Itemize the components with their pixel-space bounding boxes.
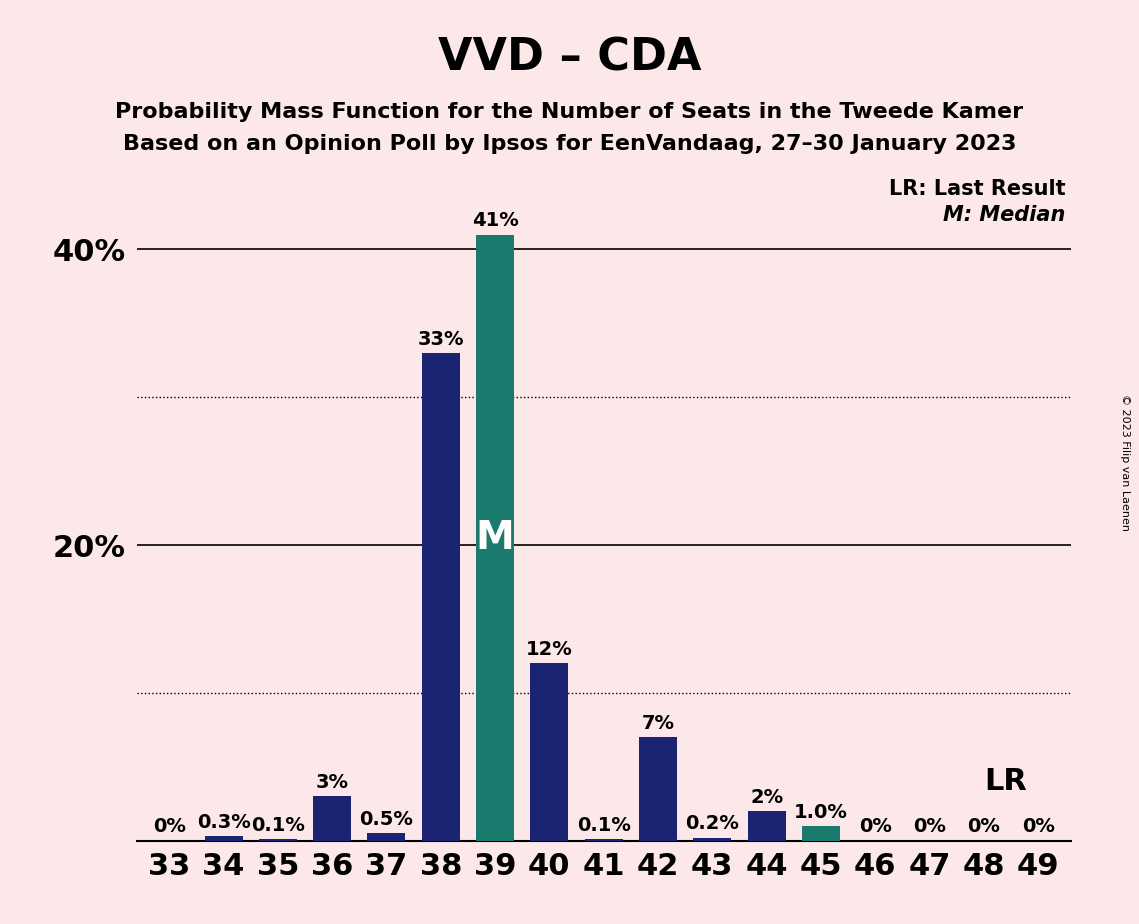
Text: 0.5%: 0.5% bbox=[360, 810, 413, 829]
Bar bbox=[368, 833, 405, 841]
Bar bbox=[205, 836, 243, 841]
Bar bbox=[313, 796, 351, 841]
Text: 0%: 0% bbox=[153, 818, 186, 836]
Bar bbox=[802, 826, 839, 841]
Text: 1.0%: 1.0% bbox=[794, 803, 847, 821]
Text: © 2023 Filip van Laenen: © 2023 Filip van Laenen bbox=[1121, 394, 1130, 530]
Bar bbox=[421, 353, 460, 841]
Bar bbox=[584, 839, 623, 841]
Bar bbox=[639, 737, 677, 841]
Text: LR: LR bbox=[984, 767, 1027, 796]
Bar bbox=[531, 663, 568, 841]
Text: 0.1%: 0.1% bbox=[576, 816, 631, 835]
Text: VVD – CDA: VVD – CDA bbox=[437, 37, 702, 80]
Bar bbox=[259, 839, 297, 841]
Bar bbox=[694, 838, 731, 841]
Text: 33%: 33% bbox=[418, 330, 464, 348]
Text: 0%: 0% bbox=[913, 818, 945, 836]
Text: 12%: 12% bbox=[526, 640, 573, 659]
Text: M: Median: M: Median bbox=[943, 205, 1065, 225]
Bar bbox=[476, 235, 514, 841]
Text: LR: Last Result: LR: Last Result bbox=[888, 178, 1065, 199]
Text: M: M bbox=[476, 518, 515, 557]
Text: Probability Mass Function for the Number of Seats in the Tweede Kamer: Probability Mass Function for the Number… bbox=[115, 102, 1024, 122]
Text: 3%: 3% bbox=[316, 773, 349, 792]
Text: 0%: 0% bbox=[859, 818, 892, 836]
Bar bbox=[747, 811, 786, 841]
Text: 0%: 0% bbox=[967, 818, 1000, 836]
Text: 41%: 41% bbox=[472, 212, 518, 230]
Text: 0%: 0% bbox=[1022, 818, 1055, 836]
Text: 0.1%: 0.1% bbox=[251, 816, 305, 835]
Text: 0.2%: 0.2% bbox=[686, 814, 739, 833]
Text: 7%: 7% bbox=[641, 714, 674, 733]
Text: 2%: 2% bbox=[749, 788, 784, 807]
Text: 0.3%: 0.3% bbox=[197, 813, 251, 832]
Text: Based on an Opinion Poll by Ipsos for EenVandaag, 27–30 January 2023: Based on an Opinion Poll by Ipsos for Ee… bbox=[123, 134, 1016, 154]
